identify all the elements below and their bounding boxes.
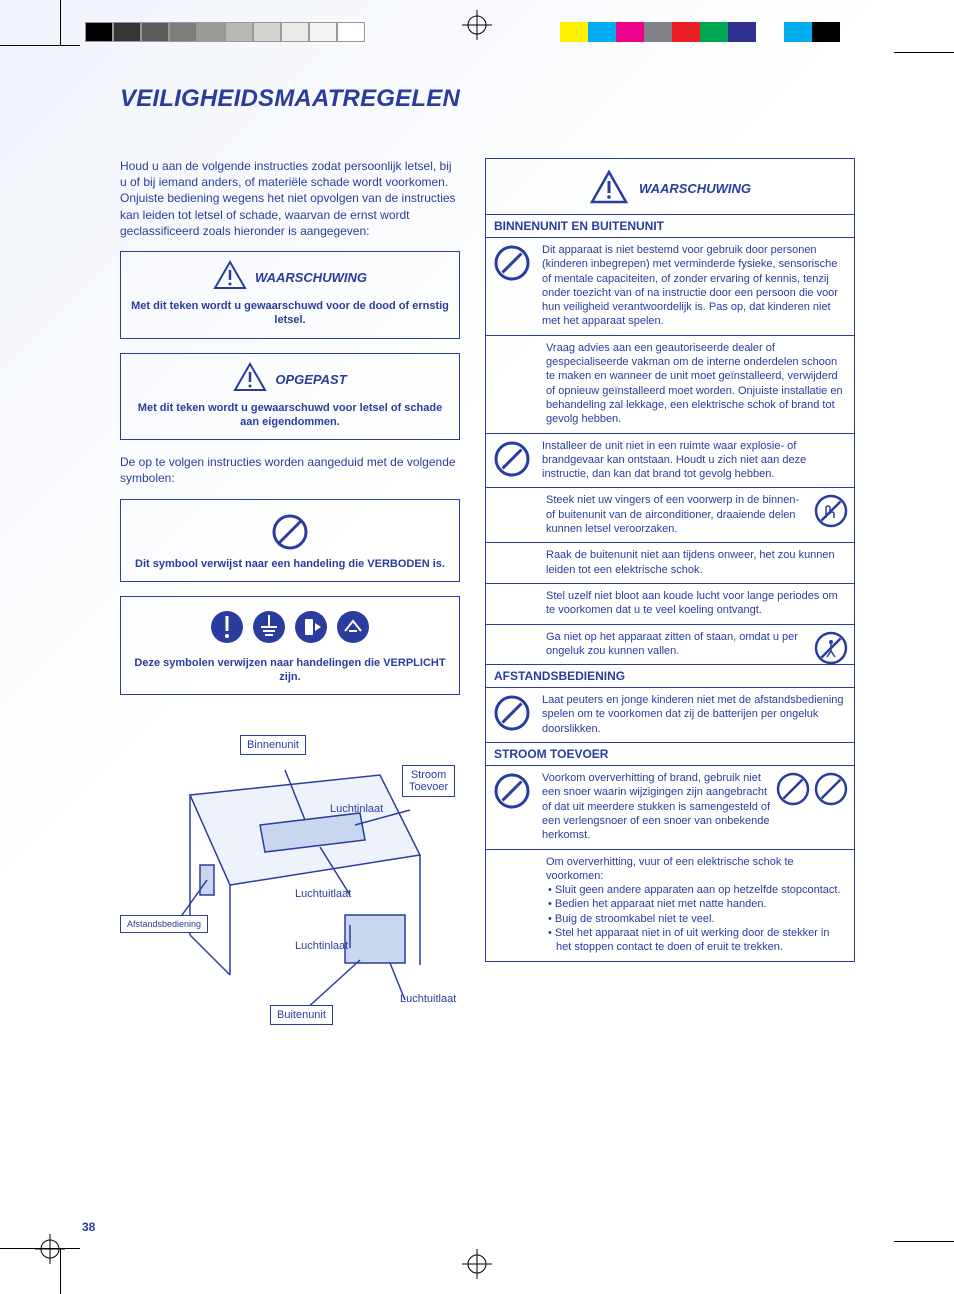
table-row: Om oververhitting, vuur of een elektrisc… [486, 849, 854, 961]
table-row: Steek niet uw vingers of een voorwerp in… [486, 487, 854, 542]
table-row: Dit apparaat is niet bestemd voor gebrui… [486, 238, 854, 335]
page: VEILIGHEIDSMAATREGELEN Houd u aan de vol… [0, 0, 954, 1294]
label-luchtinlaat: Luchtinlaat [330, 803, 383, 815]
intro-text: Houd u aan de volgende instructies zodat… [120, 158, 460, 239]
empty-icon-cell [486, 850, 538, 961]
mandatory-symbol-text: Deze symbolen verwijzen naar handelingen… [131, 656, 449, 685]
warning-table: WAARSCHUWING BINNENUNIT EN BUITENUNITDit… [485, 158, 855, 962]
prohibit-icon [131, 512, 449, 557]
row-text: Dit apparaat is niet bestemd voor gebrui… [538, 238, 854, 335]
row-text: Raak de buitenunit niet aan tijdens onwe… [538, 543, 854, 583]
caution-label: OPGEPAST [275, 372, 346, 387]
label-buitenunit: Buitenunit [270, 1005, 333, 1025]
mandatory-symbol-box: Deze symbolen verwijzen naar handelingen… [120, 596, 460, 696]
row-text: Installeer de unit niet in een ruimte wa… [538, 434, 854, 488]
warning-label: WAARSCHUWING [255, 270, 367, 285]
page-number: 38 [82, 1220, 95, 1234]
row-text: Om oververhitting, vuur of een elektrisc… [538, 850, 854, 961]
content-area: VEILIGHEIDSMAATREGELEN Houd u aan de vol… [120, 85, 870, 1035]
table-row: Vraag advies aan een geautoriseerde deal… [486, 335, 854, 433]
row-text: Stel uzelf niet bloot aan koude lucht vo… [538, 584, 854, 624]
label-luchtuitlaat: Luchtuitlaat [295, 888, 351, 900]
no-step-icon [814, 631, 848, 669]
forbidden-symbol-box: Dit symbool verwijst naar een handeling … [120, 499, 460, 582]
unit-diagram: Binnenunit Luchtinlaat Stroom Toevoer Lu… [120, 715, 460, 1035]
label-stroom-toevoer: Stroom Toevoer [402, 765, 455, 797]
warning-definition-text: Met dit teken wordt u gewaarschuwd voor … [131, 299, 449, 328]
empty-icon-cell [486, 336, 538, 433]
section-heading: STROOM TOEVOER [486, 742, 854, 766]
registration-mark-icon [462, 1249, 492, 1284]
page-title: VEILIGHEIDSMAATREGELEN [120, 85, 870, 113]
table-header: WAARSCHUWING [486, 159, 854, 214]
row-text: Ga niet op het apparaat zitten of staan,… [538, 625, 854, 665]
label-afstandsbediening: Afstandsbediening [120, 915, 208, 933]
table-row: Voorkom oververhitting of brand, gebruik… [486, 766, 854, 848]
right-column: WAARSCHUWING BINNENUNIT EN BUITENUNITDit… [485, 158, 855, 1035]
row-text: Steek niet uw vingers of een voorwerp in… [538, 488, 854, 542]
row-text: Laat peuters en jonge kinderen niet met … [538, 688, 854, 742]
table-row: Raak de buitenunit niet aan tijdens onwe… [486, 542, 854, 583]
dual-prohibit-icon [776, 772, 848, 806]
no-touch-icon [814, 494, 848, 532]
color-bar-process [560, 22, 840, 42]
left-column: Houd u aan de volgende instructies zodat… [120, 158, 460, 1035]
mandatory-icon [335, 609, 371, 650]
empty-icon-cell [486, 488, 538, 542]
table-row: Ga niet op het apparaat zitten of staan,… [486, 624, 854, 665]
empty-icon-cell [486, 625, 538, 665]
label-luchtuitlaat: Luchtuitlaat [400, 993, 456, 1005]
symbol-intro-text: De op te volgen instructies worden aange… [120, 454, 460, 486]
prohibit-icon [486, 766, 538, 848]
table-row: Stel uzelf niet bloot aan koude lucht vo… [486, 583, 854, 624]
label-luchtinlaat: Luchtinlaat [295, 940, 348, 952]
warning-triangle-icon [589, 169, 629, 208]
caution-definition-text: Met dit teken wordt u gewaarschuwd voor … [131, 401, 449, 430]
registration-mark-icon [462, 10, 492, 45]
row-text: Vraag advies aan een geautoriseerde deal… [538, 336, 854, 433]
diagram-svg [120, 715, 460, 1035]
section-heading: BINNENUNIT EN BUITENUNIT [486, 214, 854, 238]
row-text: Voorkom oververhitting of brand, gebruik… [538, 766, 854, 848]
prohibit-icon [486, 434, 538, 488]
two-column-layout: Houd u aan de volgende instructies zodat… [120, 158, 870, 1035]
table-header-label: WAARSCHUWING [639, 181, 751, 196]
empty-icon-cell [486, 584, 538, 624]
label-binnenunit: Binnenunit [240, 735, 306, 755]
warning-triangle-icon [213, 260, 247, 295]
forbidden-symbol-text: Dit symbool verwijst naar een handeling … [131, 557, 449, 571]
caution-definition-box: OPGEPAST Met dit teken wordt u gewaarsch… [120, 353, 460, 441]
crop-mark [894, 52, 954, 53]
warning-definition-box: WAARSCHUWING Met dit teken wordt u gewaa… [120, 251, 460, 339]
crop-mark [894, 1241, 954, 1242]
prohibit-icon [486, 238, 538, 335]
section-heading: AFSTANDSBEDIENING [486, 664, 854, 688]
table-row: Laat peuters en jonge kinderen niet met … [486, 688, 854, 742]
prohibit-icon [486, 688, 538, 742]
crop-mark [0, 45, 80, 46]
crop-mark [60, 0, 61, 45]
color-bar-grayscale [85, 22, 365, 42]
empty-icon-cell [486, 543, 538, 583]
registration-mark-icon [35, 1234, 65, 1269]
ground-icon [251, 609, 287, 650]
warning-triangle-icon [233, 362, 267, 397]
mandatory-exclaim-icon [209, 609, 245, 650]
mandatory-icon [293, 609, 329, 650]
table-row: Installeer de unit niet in een ruimte wa… [486, 433, 854, 488]
